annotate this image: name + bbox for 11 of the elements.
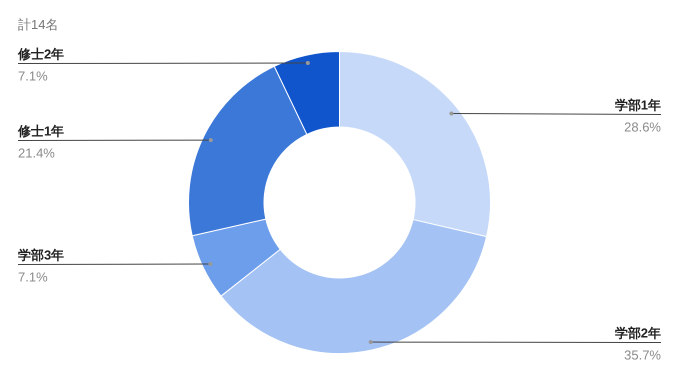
chart-title: 計14名 xyxy=(18,17,58,32)
data-label: 21.4% xyxy=(18,146,56,160)
data-label: 35.7% xyxy=(624,348,662,362)
slice-label: 学部3年 xyxy=(18,248,64,262)
data-label: 7.1% xyxy=(18,270,48,284)
data-label: 7.1% xyxy=(18,68,48,84)
slice-label: 学部1年 xyxy=(614,98,661,112)
slice-label: 修士2年 xyxy=(17,46,64,62)
data-label: 28.6% xyxy=(624,120,662,134)
slice-label: 学部2年 xyxy=(614,326,661,340)
slice-label: 修士1年 xyxy=(17,124,64,138)
